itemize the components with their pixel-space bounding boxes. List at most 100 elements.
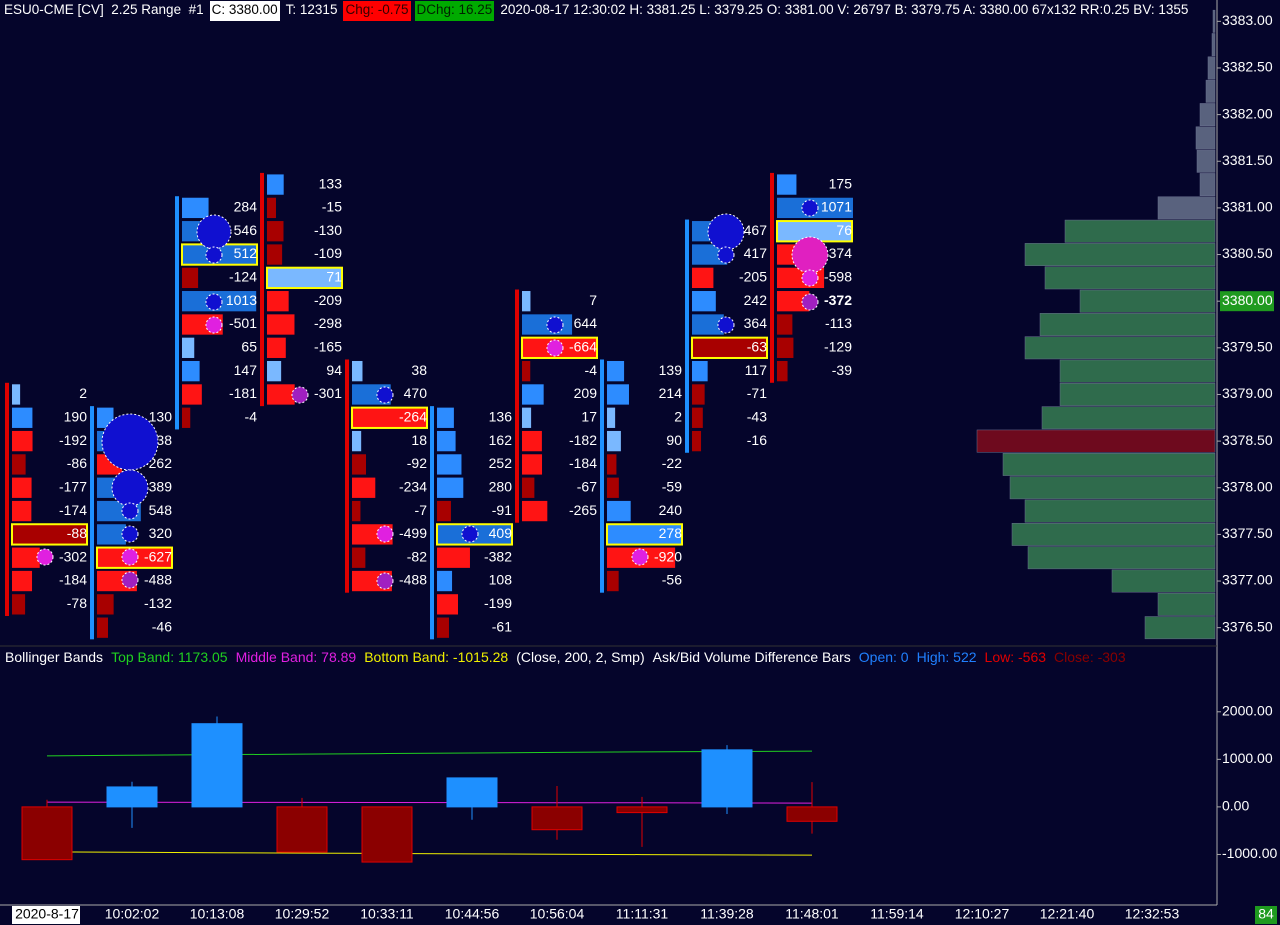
profile-bar [1024,336,1216,360]
trade-circle [717,246,735,264]
delta-bar [607,430,621,452]
delta-bar [692,384,705,405]
delta-bar [266,266,343,290]
delta-bar [607,570,619,592]
price-label: 3376.50 [1222,618,1273,634]
delta-label: -130 [314,222,342,238]
time-label: 10:33:11 [360,906,414,922]
delta-bar [522,477,535,498]
profile-bar [1199,173,1216,196]
delta-label: 117 [745,362,768,378]
delta-label: -82 [407,548,427,564]
delta-label: -165 [314,339,342,355]
trade-circle [121,525,139,543]
delta-label: 417 [744,245,768,261]
delta-bar [437,594,459,615]
delta-bar [267,337,286,358]
delta-bar [437,547,470,568]
delta-label: -301 [314,385,342,401]
delta-label: -124 [229,269,257,285]
delta-label: -501 [229,315,257,331]
trade-circle [546,316,564,334]
delta-label: 1071 [821,199,852,215]
delta-bar [182,360,200,382]
delta-label: 214 [659,385,683,401]
delta-bar [12,594,26,615]
time-label: 10:44:56 [445,906,500,922]
candle-bar [260,172,264,407]
price-label: 3380.50 [1222,245,1273,261]
delta-bar [267,360,282,382]
change: Chg: -0.75 [343,1,411,21]
delta-bar [607,360,625,382]
delta-bar [777,337,794,358]
delta-bar [522,500,548,522]
delta-bar [522,291,531,312]
profile-bar [1207,56,1216,80]
delta-label: 17 [581,408,597,424]
last-price-box [1220,291,1274,312]
price-label: 3380.00 [1222,292,1273,308]
delta-bar [692,360,708,382]
time-label: 10:29:52 [275,906,330,922]
delta-label: 2 [674,408,682,424]
delta-bar [522,407,532,428]
delta-bar [437,617,449,638]
delta-bar [607,477,619,498]
delta-label: -56 [662,572,682,588]
delta-label: 512 [234,245,258,261]
price-label: 3381.00 [1222,199,1273,215]
profile-bar [1009,476,1216,500]
delta-bar [352,477,376,498]
delta-label: -63 [747,339,767,355]
candle-bar [685,219,689,453]
delta-bar [267,384,295,405]
delta-bar [352,360,363,382]
time-label: 11:39:28 [700,906,754,922]
delta-label: -372 [824,292,852,308]
candle-body [106,786,158,808]
time-label: 11:48:01 [785,906,839,922]
delta-label: 364 [744,315,768,331]
trade-circle [196,214,232,250]
delta-bar [607,384,629,405]
delta-label: 546 [234,222,258,238]
delta-bar [182,384,202,405]
price-label: 3378.50 [1222,432,1273,448]
delta-label: -184 [569,455,597,471]
profile-bar [1059,383,1216,406]
delta-label: -88 [67,525,87,541]
delta-label: -86 [67,455,87,471]
delta-label: -177 [59,478,87,494]
delta-label: 280 [489,478,513,494]
delta-bar [267,197,276,219]
delta-bar [691,336,768,359]
delta-label: -302 [59,548,87,564]
trade-circle [376,386,394,404]
delta-label: -488 [144,572,172,588]
band-line [46,750,813,757]
delta-bar [182,267,199,289]
delta-label: 90 [666,432,682,448]
delta-label: -15 [322,199,342,215]
delta-label: -39 [832,362,852,378]
delta-bar [522,360,531,382]
delta-bar [437,430,456,452]
delta-bar [97,617,109,638]
profile-bar [1064,219,1216,243]
delta-label: 175 [829,175,853,191]
delta-label: 209 [574,385,598,401]
trade-circle [205,293,223,311]
delta-label: -209 [314,292,342,308]
delta-bar [12,454,26,475]
delta-label: -298 [314,315,342,331]
delta-bar [437,454,462,475]
delta-bar [692,430,702,452]
delta-label: -234 [399,478,427,494]
time-label: 12:21:40 [1040,906,1095,922]
trade-circle [801,269,819,287]
trade-circle [121,548,139,566]
delta-label: -7 [415,502,428,518]
price-label: 3382.00 [1222,105,1273,121]
delta-bar [11,523,88,546]
